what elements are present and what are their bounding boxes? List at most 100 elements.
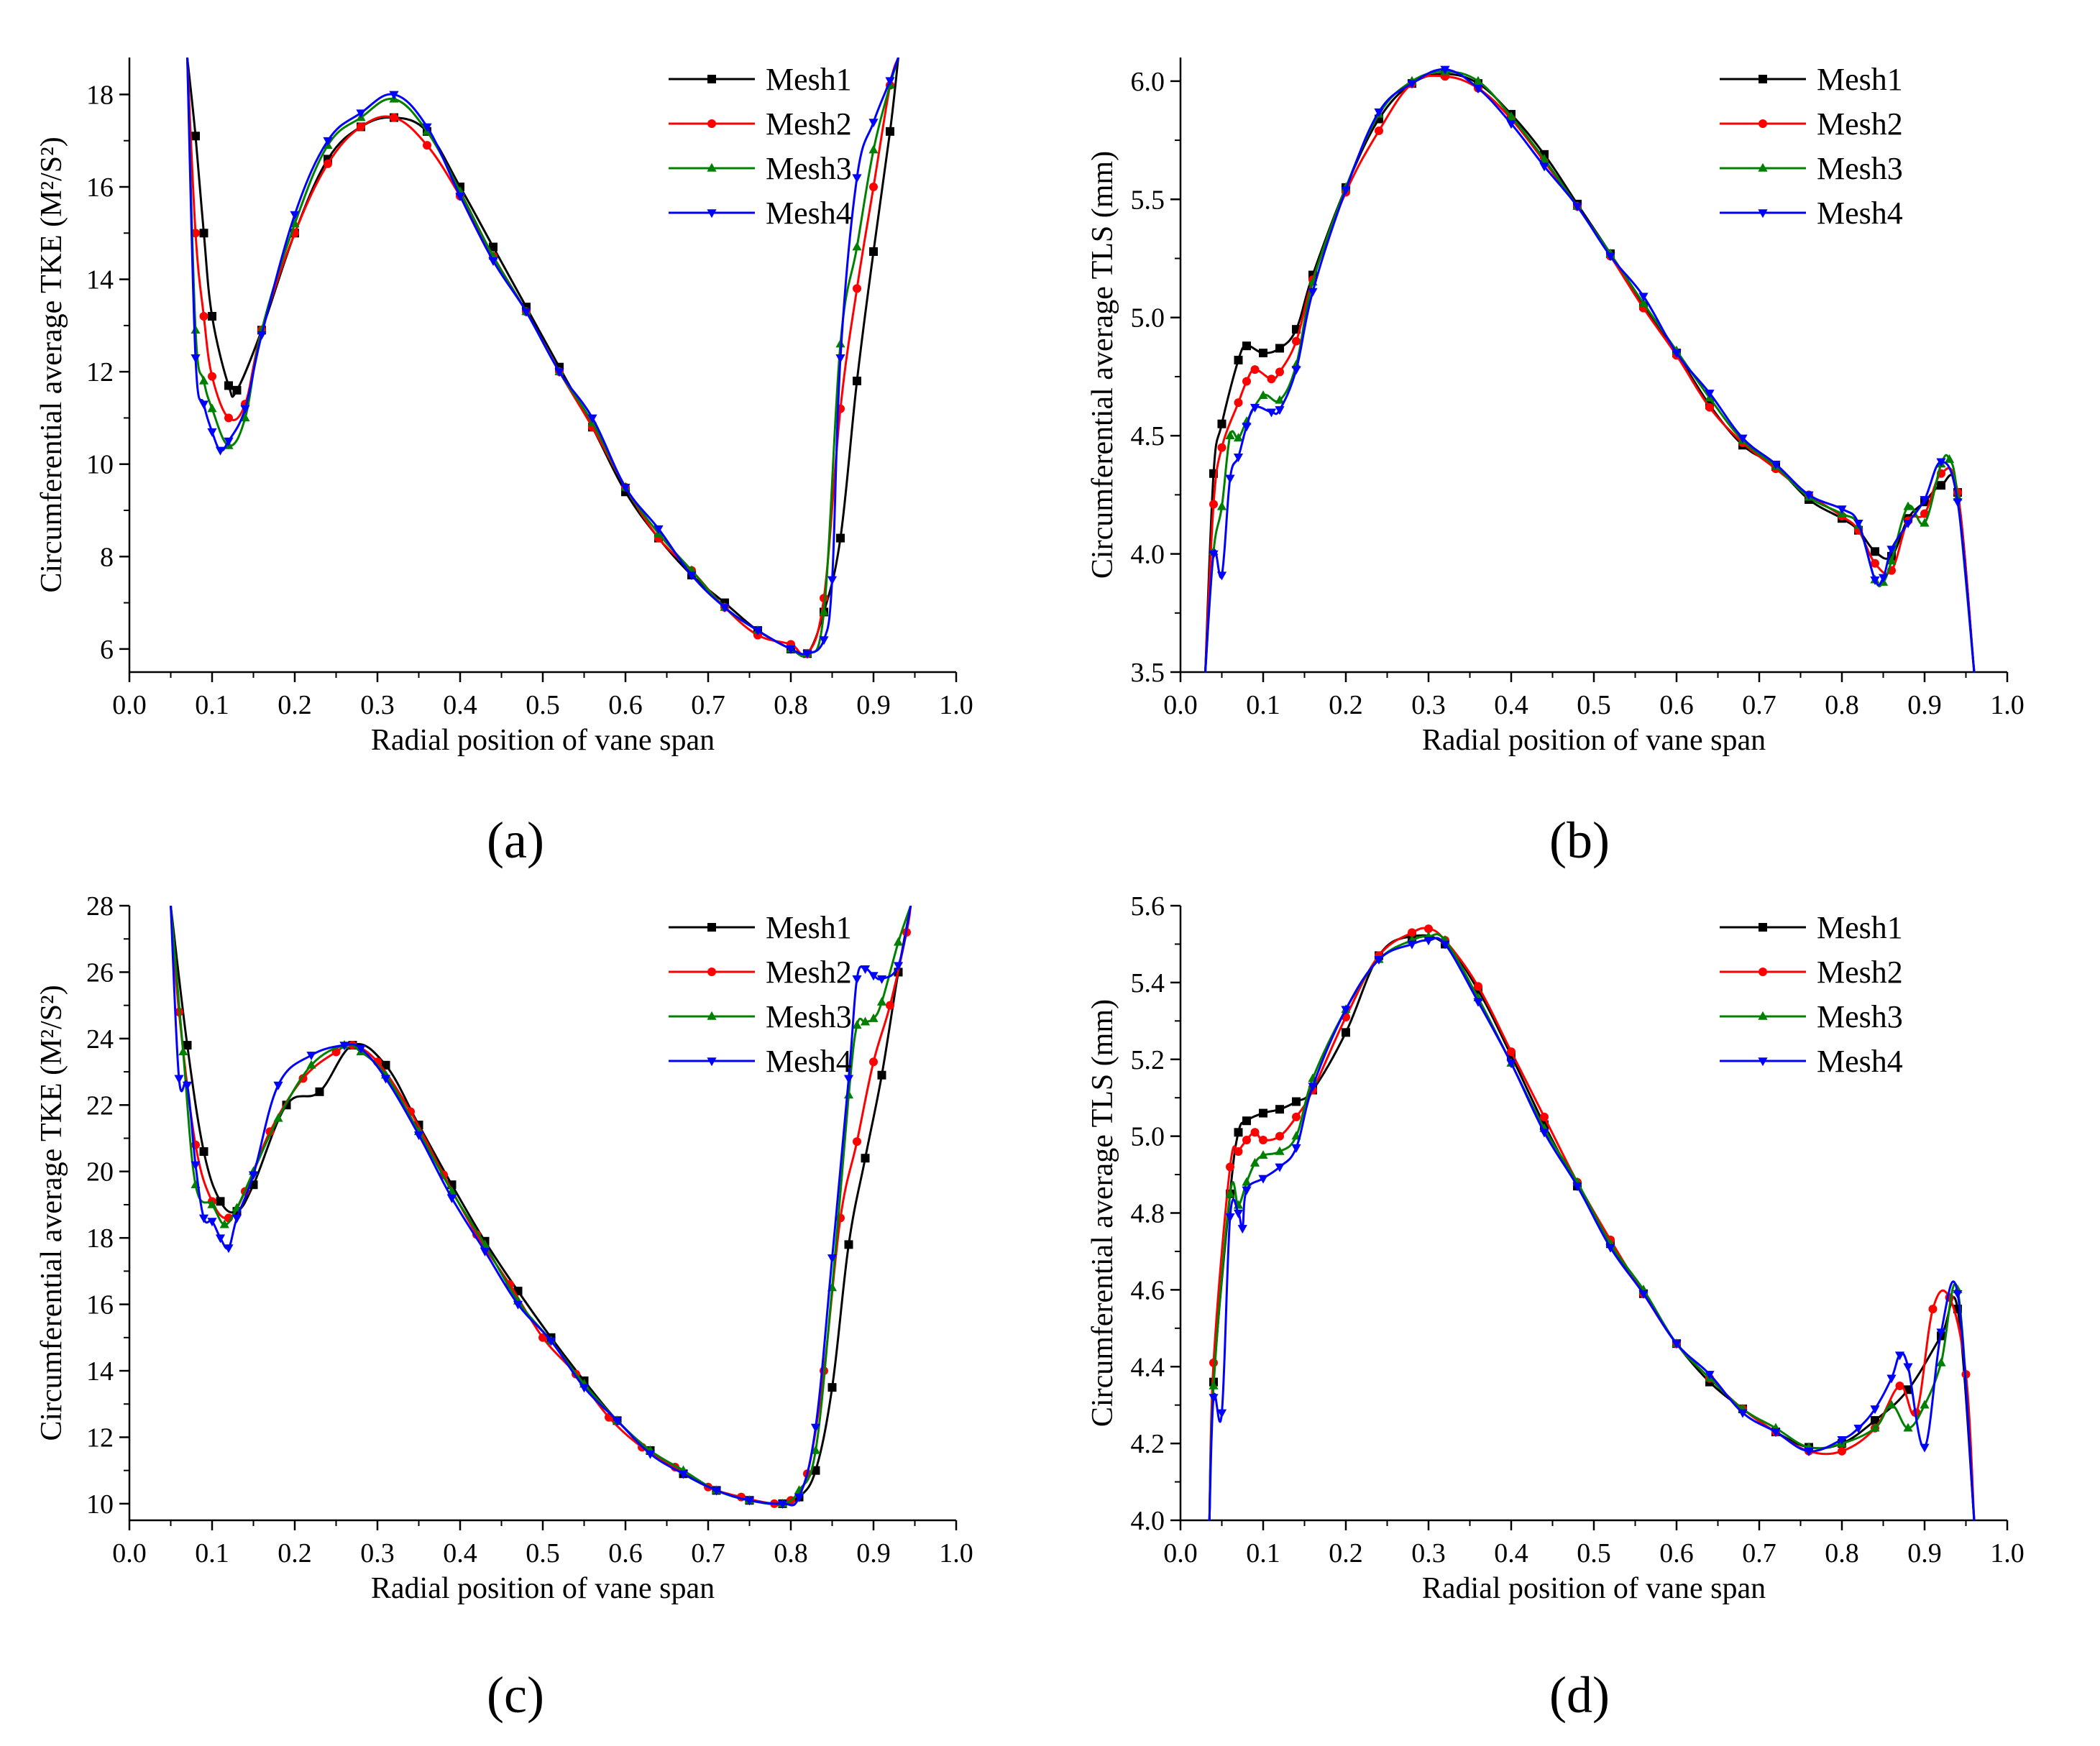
chart-panel-d: 0.0 0.1 0.2 0.3 0.4 0.5 0.6 0.7 0.8 0.9 1.0 4.0 4.2 4… <box>1086 877 2094 1639</box>
data-point <box>827 576 838 585</box>
data-point <box>455 193 465 202</box>
data-point <box>389 91 399 100</box>
data-point <box>1944 454 1955 463</box>
data-point <box>1539 1129 1549 1138</box>
y-tick-label: 18 <box>86 1223 114 1254</box>
data-point <box>1672 349 1682 359</box>
y-tick-label: 4.0 <box>1131 540 1165 570</box>
data-point <box>1886 1374 1897 1384</box>
data-point <box>1705 1371 1715 1380</box>
legend-marker <box>1758 1057 1768 1067</box>
data-point <box>513 1300 523 1310</box>
data-point <box>1242 1135 1251 1144</box>
data-point <box>1920 496 1930 505</box>
data-point <box>390 113 398 122</box>
legend-marker <box>707 1011 717 1020</box>
data-point <box>720 604 730 613</box>
data-point <box>852 975 862 984</box>
data-point <box>1903 1423 1913 1432</box>
data-point <box>843 1075 854 1084</box>
y-tick-label: 12 <box>86 357 114 387</box>
data-point <box>1275 1163 1285 1172</box>
data-point <box>1539 162 1549 172</box>
x-tick-label: 0.2 <box>278 1538 312 1568</box>
data-point <box>224 381 233 390</box>
x-tick-label: 0.0 <box>112 690 147 720</box>
series-line-mesh4 <box>1204 68 1976 672</box>
data-point <box>248 1171 259 1180</box>
data-point <box>381 1060 390 1070</box>
y-tick-label: 26 <box>86 957 114 988</box>
data-point <box>219 1219 229 1228</box>
legend-label: Mesh4 <box>766 1044 852 1079</box>
x-tick-label: 0.4 <box>443 1538 477 1568</box>
data-point <box>1705 390 1715 399</box>
data-point <box>413 1131 424 1141</box>
x-tick-label: 1.0 <box>1990 1538 2025 1568</box>
data-point <box>1473 75 1483 85</box>
data-point <box>273 1113 283 1122</box>
data-point <box>819 607 829 616</box>
data-point <box>1275 406 1285 415</box>
y-tick-label: 8 <box>100 542 114 572</box>
x-axis-label: Radial position of vane span <box>1422 1572 1766 1605</box>
legend-marker <box>1758 1011 1768 1020</box>
legend-marker <box>707 75 716 83</box>
data-point <box>893 937 904 946</box>
data-point <box>423 141 431 150</box>
data-point <box>1853 520 1863 529</box>
y-tick-label: 5.5 <box>1131 185 1165 215</box>
legend-marker <box>1759 119 1767 128</box>
data-point <box>1275 1146 1285 1155</box>
data-point <box>306 1052 316 1061</box>
data-point <box>587 414 597 423</box>
data-point <box>810 1423 821 1433</box>
data-point <box>1853 1424 1863 1433</box>
data-point <box>802 650 812 659</box>
data-point <box>876 996 887 1006</box>
x-tick-label: 0.1 <box>1246 690 1280 720</box>
data-point <box>852 242 862 251</box>
series-line-mesh1 <box>170 906 912 1505</box>
data-point <box>207 428 217 437</box>
data-point <box>827 1383 837 1392</box>
data-point <box>1225 1188 1235 1198</box>
panel-label-a: (a) <box>487 812 544 869</box>
data-point <box>654 525 664 534</box>
legend-label: Mesh3 <box>1817 999 1903 1034</box>
data-point <box>224 437 234 446</box>
chart-panel-a: 0.0 0.1 0.2 0.3 0.4 0.5 0.6 0.7 0.8 0.9 1.0 6 8 10 12 1… <box>35 29 1042 791</box>
data-point <box>1275 1131 1284 1141</box>
data-point <box>868 119 879 128</box>
y-tick-label: 4.0 <box>1131 1506 1165 1536</box>
data-point <box>794 1493 804 1502</box>
data-point <box>1259 1135 1267 1144</box>
data-point <box>198 375 209 385</box>
data-point <box>1936 1328 1946 1338</box>
chart-b: 0.0 0.1 0.2 0.3 0.4 0.5 0.6 0.7 0.8 0.9 1.0 3.5 4.0 4… <box>1086 58 2025 757</box>
data-point <box>199 312 208 321</box>
data-point <box>1838 1446 1846 1456</box>
data-point <box>240 413 250 422</box>
legend-marker <box>1759 75 1767 83</box>
data-point <box>191 325 201 334</box>
legend-label: Mesh1 <box>1817 910 1903 945</box>
data-point <box>1234 398 1243 408</box>
y-tick-label: 22 <box>86 1090 114 1121</box>
legend-label: Mesh3 <box>766 999 852 1034</box>
data-point <box>811 1466 820 1475</box>
data-point <box>1242 1177 1252 1186</box>
x-tick-label: 1.0 <box>939 690 973 720</box>
data-point <box>1375 126 1383 135</box>
x-tick-label: 0.6 <box>1659 690 1694 720</box>
data-point <box>1540 1112 1549 1121</box>
data-point <box>1894 1351 1905 1361</box>
data-point <box>323 137 333 146</box>
data-point <box>868 1013 879 1022</box>
y-tick-label: 4.5 <box>1131 421 1165 451</box>
data-point <box>1920 1400 1930 1409</box>
data-point <box>215 446 226 456</box>
data-point <box>1928 1305 1938 1314</box>
data-point <box>1292 1112 1301 1121</box>
y-tick-label: 16 <box>86 173 114 203</box>
